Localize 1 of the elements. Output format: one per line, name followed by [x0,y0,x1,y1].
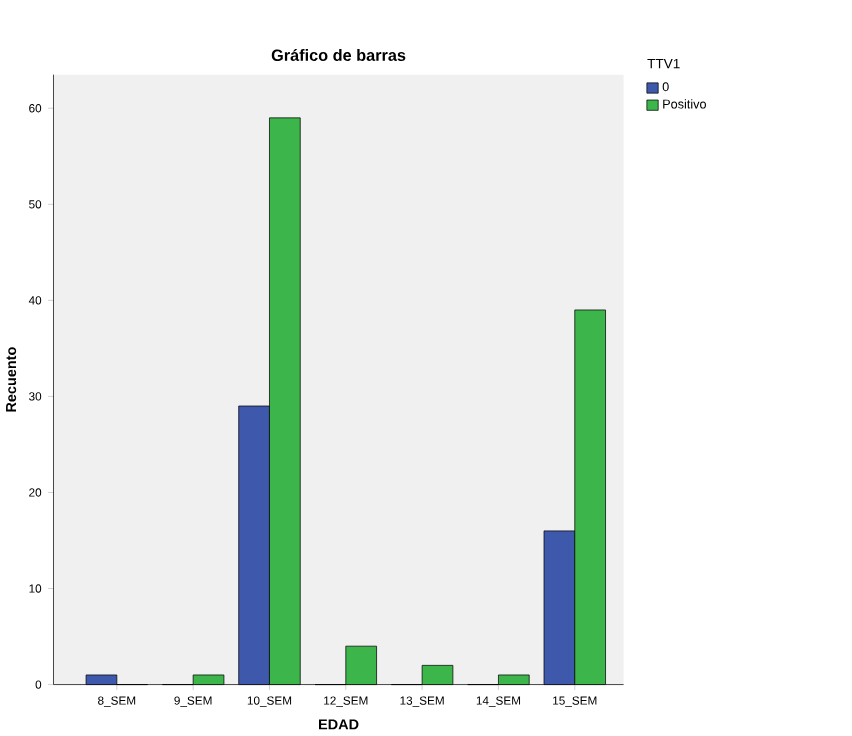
chart-title: Gráfico de barras [271,49,406,62]
